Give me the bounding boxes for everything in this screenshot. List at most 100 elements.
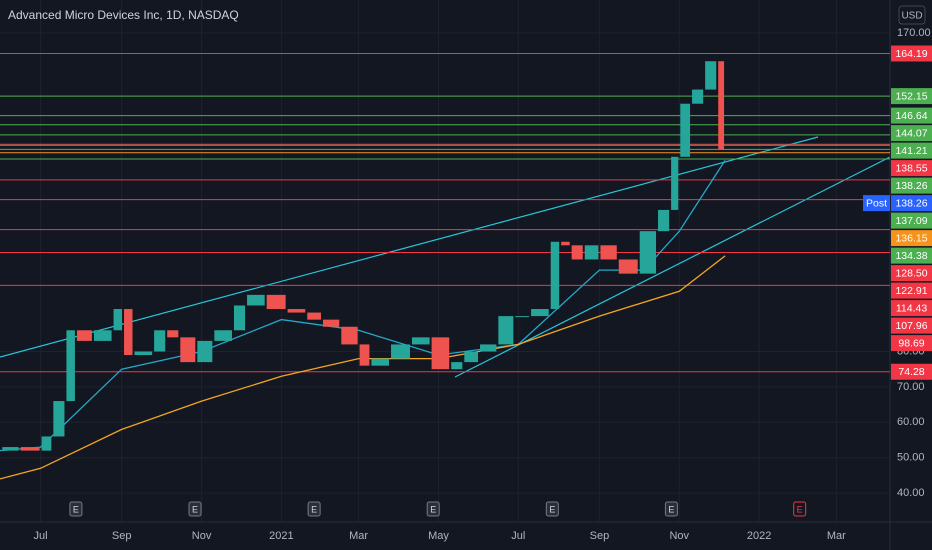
earnings-label: E xyxy=(430,504,436,514)
price-tag xyxy=(891,142,932,159)
x-tick-label: Mar xyxy=(349,530,368,542)
price-tag xyxy=(891,212,932,229)
price-tag-label: 137.09 xyxy=(895,215,927,227)
earnings-marker xyxy=(426,501,440,517)
price-tag-label: 74.28 xyxy=(898,366,924,378)
y-tick-label: 70.00 xyxy=(897,381,925,393)
candle xyxy=(561,241,570,246)
earnings-label: E xyxy=(311,504,317,514)
candle xyxy=(41,436,52,451)
candle xyxy=(180,337,196,363)
earnings-label: E xyxy=(192,504,198,514)
price-tag-label: 114.43 xyxy=(896,302,927,314)
candle xyxy=(371,358,390,366)
candle xyxy=(20,447,40,451)
price-tag-label: 138.26 xyxy=(895,180,927,192)
price-tag-label: 164.19 xyxy=(895,48,927,60)
post-tag xyxy=(863,195,890,212)
trend-line xyxy=(454,156,891,378)
price-tag-label: 152.15 xyxy=(895,90,927,102)
price-tag-label: 138.55 xyxy=(895,162,927,174)
candle xyxy=(134,351,153,356)
candle xyxy=(480,344,497,352)
candle xyxy=(680,103,691,157)
x-tick-label: Jul xyxy=(511,530,525,542)
price-tag xyxy=(891,125,932,142)
candle xyxy=(247,294,265,306)
candle xyxy=(692,89,704,104)
candle xyxy=(359,344,370,366)
x-tick-label: Nov xyxy=(669,530,689,542)
price-tag xyxy=(891,335,932,352)
x-tick-label: Jul xyxy=(34,530,48,542)
price-tag-label: 141.21 xyxy=(895,145,927,157)
price-tag-label: 144.07 xyxy=(895,127,927,139)
earnings-marker xyxy=(188,501,202,517)
earnings-label: E xyxy=(668,504,674,514)
candle xyxy=(584,245,599,260)
candle xyxy=(571,245,583,260)
price-tag xyxy=(891,247,932,264)
y-tick-label: 40.00 xyxy=(897,487,925,499)
candle xyxy=(287,309,306,313)
candle xyxy=(498,316,514,345)
candle xyxy=(233,305,246,331)
price-tag-label: 107.96 xyxy=(895,320,927,332)
y-tick-label: 170.00 xyxy=(897,27,931,39)
currency[interactable]: USD xyxy=(901,11,922,22)
price-tag-label: 134.38 xyxy=(895,250,927,262)
price-tag-label: 146.64 xyxy=(895,110,927,122)
price-tag-label: 136.15 xyxy=(895,232,927,244)
candle xyxy=(167,330,179,338)
candle xyxy=(2,447,19,451)
candle xyxy=(658,209,670,232)
candle xyxy=(705,61,717,90)
candle xyxy=(214,330,232,341)
candle xyxy=(53,401,65,437)
x-tick-label: Sep xyxy=(590,530,610,542)
price-tag xyxy=(891,160,932,177)
candle xyxy=(671,156,679,210)
grid xyxy=(0,0,890,522)
candle xyxy=(124,309,133,356)
price-tag-label: 128.50 xyxy=(895,267,927,279)
price-tag xyxy=(891,265,932,282)
candle xyxy=(718,61,725,150)
candle xyxy=(550,241,560,310)
earnings-marker xyxy=(545,501,559,517)
earnings-marker xyxy=(793,501,807,517)
candle xyxy=(266,294,286,310)
price-tag xyxy=(891,195,932,212)
currency-box[interactable] xyxy=(898,5,926,25)
price-tag xyxy=(891,300,932,317)
price-tag-label: 138.26 xyxy=(895,197,927,209)
earnings-marker xyxy=(69,501,83,517)
price-tag-label: 98.69 xyxy=(898,337,924,349)
earnings-label: E xyxy=(549,504,555,514)
x-tick-label: 2021 xyxy=(269,530,293,542)
candle xyxy=(154,330,166,352)
candle xyxy=(93,330,112,341)
price-tag xyxy=(891,317,932,334)
earnings-marker xyxy=(307,501,321,517)
moving-average xyxy=(0,255,726,480)
candle xyxy=(197,340,213,363)
candle xyxy=(600,245,617,260)
x-tick-label: Nov xyxy=(192,530,212,542)
candle xyxy=(113,309,123,331)
price-tag xyxy=(891,363,932,380)
earnings-label: E xyxy=(73,504,79,514)
x-tick-label: Mar xyxy=(827,530,846,542)
x-tick-label: 2022 xyxy=(747,530,771,542)
candle xyxy=(307,312,321,320)
candle xyxy=(66,330,75,402)
price-tag xyxy=(891,88,932,105)
price-tag xyxy=(891,230,932,247)
candle xyxy=(431,337,450,370)
price-tag xyxy=(891,177,932,194)
x-tick-label: May xyxy=(428,530,449,542)
candle xyxy=(76,330,92,341)
price-tag xyxy=(891,282,932,299)
